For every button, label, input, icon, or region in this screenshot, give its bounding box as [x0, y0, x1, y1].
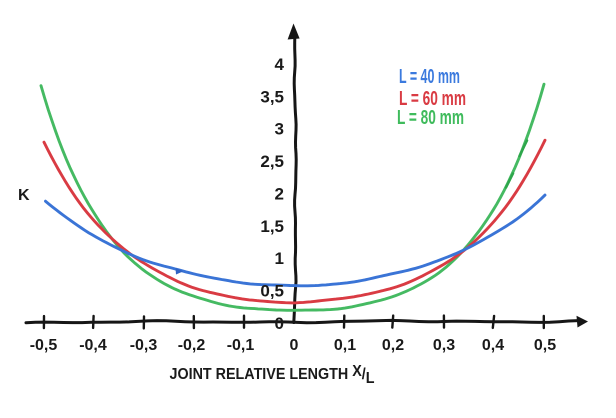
svg-text:0,1: 0,1 [334, 337, 356, 354]
svg-text:L = 80 mm: L = 80 mm [397, 107, 464, 129]
svg-text:1: 1 [275, 249, 284, 268]
svg-text:0,2: 0,2 [382, 337, 404, 354]
svg-text:L = 60 mm: L = 60 mm [399, 88, 466, 110]
svg-text:2,5: 2,5 [260, 152, 284, 171]
svg-text:0,3: 0,3 [433, 337, 455, 354]
svg-text:L = 40 mm: L = 40 mm [399, 66, 460, 88]
svg-text:4: 4 [275, 55, 285, 74]
svg-text:-0,1: -0,1 [227, 337, 255, 354]
svg-text:-0,2: -0,2 [178, 337, 206, 354]
svg-text:-0,4: -0,4 [79, 337, 107, 354]
svg-text:3: 3 [275, 120, 284, 139]
svg-text:0,5: 0,5 [534, 337, 556, 354]
svg-text:0,5: 0,5 [260, 281, 284, 300]
svg-text:0: 0 [290, 337, 299, 354]
svg-text:0,4: 0,4 [482, 337, 504, 354]
svg-text:2: 2 [275, 184, 284, 203]
svg-text:3,5: 3,5 [260, 87, 284, 106]
svg-text:1,5: 1,5 [260, 217, 284, 236]
svg-text:K: K [18, 187, 30, 204]
svg-text:-0,3: -0,3 [130, 337, 158, 354]
svg-text:-0,5: -0,5 [30, 337, 58, 354]
svg-text:0: 0 [275, 314, 284, 333]
